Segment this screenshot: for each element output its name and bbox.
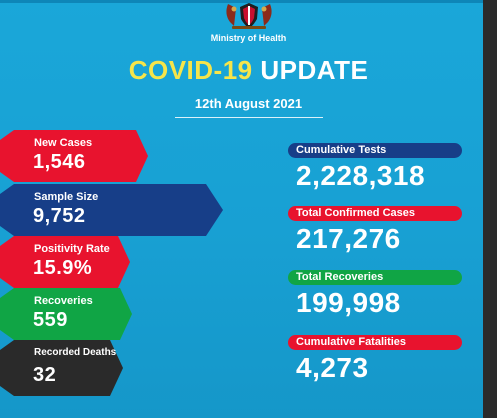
- value-total-confirmed-cases: 217,276: [296, 223, 401, 254]
- stat-label: Sample Size: [34, 191, 99, 203]
- stat-sample-size: Sample Size 9,752: [0, 184, 225, 236]
- stat-recorded-deaths: Recorded Deaths 32: [0, 340, 125, 396]
- pill-cumulative-tests: Cumulative Tests: [288, 143, 462, 158]
- arrow-shape: [0, 340, 123, 396]
- stat-label: Positivity Rate: [34, 243, 110, 255]
- pill-total-confirmed-cases: Total Confirmed Cases: [288, 206, 462, 221]
- date-underline: [175, 117, 323, 118]
- report-date: 12th August 2021: [194, 96, 303, 111]
- stat-label: Recoveries: [34, 295, 93, 307]
- top-border: [0, 0, 497, 3]
- arrow-shape: [0, 184, 223, 236]
- stat-new-cases: New Cases 1,546: [0, 130, 150, 182]
- pill-label: Cumulative Fatalities: [296, 336, 407, 348]
- arrow-shape: [0, 130, 148, 182]
- page-title: COVID-19 UPDATE: [0, 55, 497, 85]
- arrow-shape: [0, 288, 132, 340]
- arrow-fill: [0, 236, 130, 288]
- arrow-fill: [0, 340, 123, 396]
- arrow-fill: [0, 184, 223, 236]
- value-cumulative-fatalities: 4,273: [296, 352, 369, 383]
- stat-recoveries: Recoveries 559: [0, 288, 134, 340]
- pill-total-recoveries: Total Recoveries: [288, 270, 462, 285]
- right-edge-bar: [483, 0, 497, 418]
- coat-of-arms-icon: [226, 3, 272, 29]
- stat-positivity-rate: Positivity Rate 15.9%: [0, 236, 132, 288]
- stat-value: 15.9%: [33, 257, 93, 279]
- stat-value: 1,546: [33, 151, 86, 173]
- stat-label: Recorded Deaths: [34, 347, 117, 358]
- arrow-fill: [0, 130, 148, 182]
- pill-label: Total Recoveries: [296, 271, 384, 283]
- stat-value: 559: [33, 309, 68, 331]
- pill-label: Cumulative Tests: [296, 144, 387, 156]
- stat-label: New Cases: [34, 137, 93, 149]
- arrow-shape: [0, 236, 130, 288]
- title-highlight: COVID-19: [128, 55, 253, 85]
- pill-label: Total Confirmed Cases: [296, 207, 415, 219]
- title-rest: UPDATE: [260, 55, 369, 85]
- stat-value: 9,752: [33, 205, 86, 227]
- stat-value: 32: [33, 364, 57, 386]
- ministry-label: Ministry of Health: [210, 33, 287, 43]
- arrow-fill: [0, 288, 132, 340]
- value-cumulative-tests: 2,228,318: [296, 160, 426, 191]
- value-total-recoveries: 199,998: [296, 287, 401, 318]
- pill-cumulative-fatalities: Cumulative Fatalities: [288, 335, 462, 350]
